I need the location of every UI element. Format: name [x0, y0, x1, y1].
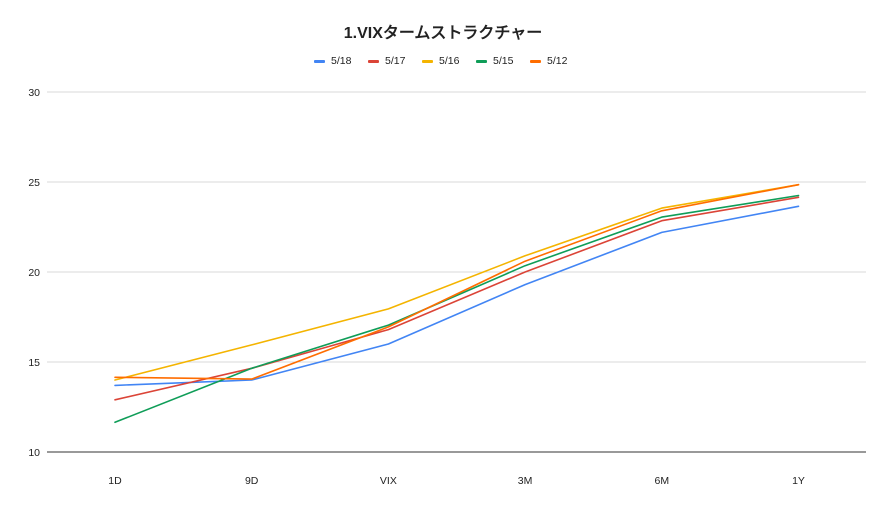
x-tick-label: VIX: [380, 475, 397, 487]
y-axis: 10 15 20 25 30: [28, 87, 40, 459]
legend-label: 5/12: [547, 55, 568, 67]
series-line-5-16: [114, 183, 800, 381]
legend-label: 5/18: [331, 55, 352, 67]
y-tick-label: 25: [28, 177, 40, 189]
y-tick-label: 15: [28, 357, 40, 369]
x-axis: 1D 9D VIX 3M 6M 1Y: [108, 475, 805, 487]
x-tick-label: 3M: [518, 475, 533, 487]
series-group: [114, 183, 800, 424]
series-line-5-17: [114, 196, 800, 401]
legend-swatch: [314, 60, 325, 63]
y-tick-label: 10: [28, 447, 40, 459]
legend-item: 5/17: [368, 55, 406, 67]
legend-label: 5/16: [439, 55, 460, 67]
legend: 5/18 5/17 5/16 5/15 5/12: [314, 55, 568, 67]
x-tick-label: 9D: [245, 475, 259, 487]
x-tick-label: 1Y: [792, 475, 805, 487]
series-line-5-15: [114, 194, 800, 424]
legend-label: 5/17: [385, 55, 406, 67]
legend-item: 5/12: [530, 55, 568, 67]
legend-item: 5/15: [476, 55, 514, 67]
gridlines: [47, 91, 866, 453]
legend-swatch: [530, 60, 541, 63]
y-tick-label: 30: [28, 87, 40, 99]
series-line-5-18: [114, 205, 800, 387]
x-tick-label: 1D: [108, 475, 122, 487]
legend-item: 5/18: [314, 55, 352, 67]
legend-swatch: [476, 60, 487, 63]
x-tick-label: 6M: [655, 475, 670, 487]
legend-item: 5/16: [422, 55, 460, 67]
chart-title: 1.VIXタームストラクチャー: [344, 24, 543, 42]
series-line-5-12: [114, 183, 800, 380]
legend-swatch: [368, 60, 379, 63]
legend-label: 5/15: [493, 55, 514, 67]
y-tick-label: 20: [28, 267, 40, 279]
legend-swatch: [422, 60, 433, 63]
